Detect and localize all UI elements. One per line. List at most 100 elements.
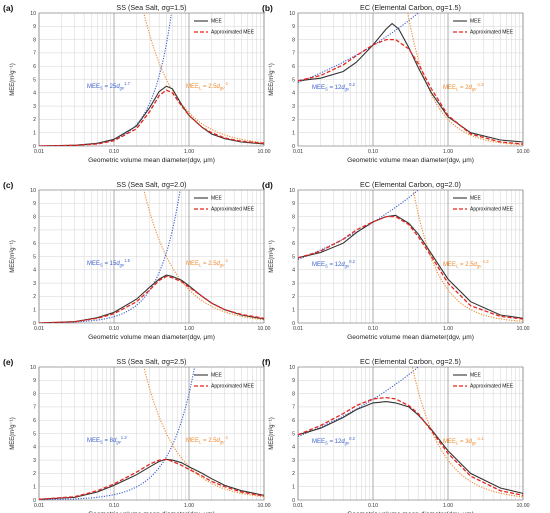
equation-part: gv [472,87,477,92]
equation-part: d [116,261,120,267]
equation-part: gv [120,86,125,91]
equation-part: MEE [443,262,456,268]
x-tick-label: 0.01 [34,503,44,509]
x-axis-label: Geometric volume mean diameter(dgv, µm) [88,334,215,341]
x-tick-label: 0.01 [293,326,303,332]
x-tick-label: 1.00 [443,503,453,509]
equation-part: = 8 [103,438,114,444]
equation-part: = 2.5 [201,261,217,267]
approx-mee-line [39,89,264,146]
legend-label-mee: MEE [211,19,223,25]
equation-part: = 2 [458,85,469,91]
legend-label-mee: MEE [470,19,482,25]
y-tick-label: 3 [33,104,36,110]
x-tick-label: 0.01 [34,149,44,155]
equation-part: MEE [186,84,199,90]
x-axis-label: Geometric volume mean diameter(dgv, µm) [347,157,474,164]
y-axis-label: MEE(m²g⁻¹) [10,240,16,273]
equation-part: = 12 [328,262,342,268]
equation-mee-l: MEEL = 2.5dgv-1.3 [443,259,489,269]
approx-mee-line [298,215,523,320]
x-tick-label: 10.00 [258,326,271,332]
y-tick-label: 4 [33,445,36,451]
equation-mee-s: MEES = 12dgv0.2 [312,436,356,446]
equation-mee-l: MEEL = 2.5dgv-1 [186,81,229,91]
equation-part: 1.3 [121,435,127,440]
equation-part: gv [120,263,125,268]
plot-frame [38,366,265,501]
mee-s-curve [39,190,181,323]
legend-label-approx: Approximated MEE [211,30,255,36]
equation-part: = 12 [328,439,342,445]
panel-label: (c) [3,180,14,190]
plot-area [39,367,264,500]
equation-mee-s: MEES = 25dgv1.7 [87,81,131,91]
equation-part: = 12 [328,85,342,91]
approx-mee-line [298,38,523,145]
equation-part: d [341,85,345,91]
y-tick-label: 8 [33,37,36,43]
x-tick-label: 10.00 [258,503,271,509]
equation-part: -1 [224,81,228,86]
y-axis-label: MEE(m²g⁻¹) [10,417,16,450]
y-tick-label: 6 [33,241,36,247]
panel-title: EC (Elemental Carbon, σg=2.0) [360,180,461,189]
equation-part: MEE [87,84,100,90]
equation-part: S [100,86,103,91]
equation-part: = 2.5 [458,262,474,268]
equation-mee-s: MEES = 8dgv1.3 [87,435,127,445]
mee-l-curve [407,13,523,146]
approx-mee-line [39,275,264,323]
y-tick-label: 6 [33,418,36,424]
x-tick-label: 0.10 [368,326,378,332]
equation-part: = 2.5 [201,438,217,444]
equation-part: -1.3 [481,259,489,264]
x-axis-label: Geometric volume mean diameter(dgv, µm) [88,157,215,164]
equation-part: gv [477,264,482,269]
y-tick-label: 2 [292,471,295,477]
equation-part: gv [345,441,350,446]
y-tick-label: 4 [33,91,36,97]
legend-label-mee: MEE [211,196,223,202]
plot-frame [38,12,265,147]
equation-part: -1.3 [476,82,484,87]
y-tick-label: 1 [33,131,36,137]
equation-part: L [199,263,202,268]
legend-label-mee: MEE [211,373,223,379]
y-tick-label: 2 [292,117,295,123]
equation-part: -1.1 [476,436,484,441]
y-axis-label: MEE(m²g⁻¹) [269,240,275,273]
y-tick-label: 3 [33,458,36,464]
equation-mee-l: MEEL = 2.5dgv-1 [186,258,229,268]
y-tick-label: 0 [33,498,36,504]
y-tick-label: 7 [292,228,295,234]
equation-part: MEE [443,439,456,445]
equation-part: MEE [87,261,100,267]
x-tick-label: 1.00 [443,326,453,332]
y-tick-label: 1 [292,308,295,314]
plot-frame [297,189,524,324]
y-tick-label: 6 [292,418,295,424]
equation-part: S [100,263,103,268]
equation-part: d [469,439,473,445]
equation-mee-l: MEEL = 2dgv-1.3 [443,82,484,92]
equation-part: = 25 [103,84,117,90]
y-tick-label: 0 [292,144,295,150]
equation-part: gv [472,441,477,446]
mee-s-curve [298,367,420,438]
equation-part: d [116,84,120,90]
approx-mee-line [298,396,523,496]
y-tick-label: 9 [33,24,36,30]
panel-b: (b) EC (Elemental Carbon, σg=1.5) 0 1 2 3 4 5 6 7… [262,3,530,164]
plot-area [39,13,264,146]
legend-label-approx: Approximated MEE [470,207,514,213]
y-tick-label: 5 [33,431,36,437]
equation-part: 0.2 [349,436,355,441]
mee-line [298,22,523,143]
panel-d: (d) EC (Elemental Carbon, σg=2.0) 0 1 2 3 4 5 6 7… [262,180,530,341]
y-axis-label: MEE(m²g⁻¹) [269,417,275,450]
equation-part: 1.5 [124,258,130,263]
approx-mee-line [39,458,264,500]
equation-part: 1.7 [124,81,130,86]
plot-frame [297,12,524,147]
